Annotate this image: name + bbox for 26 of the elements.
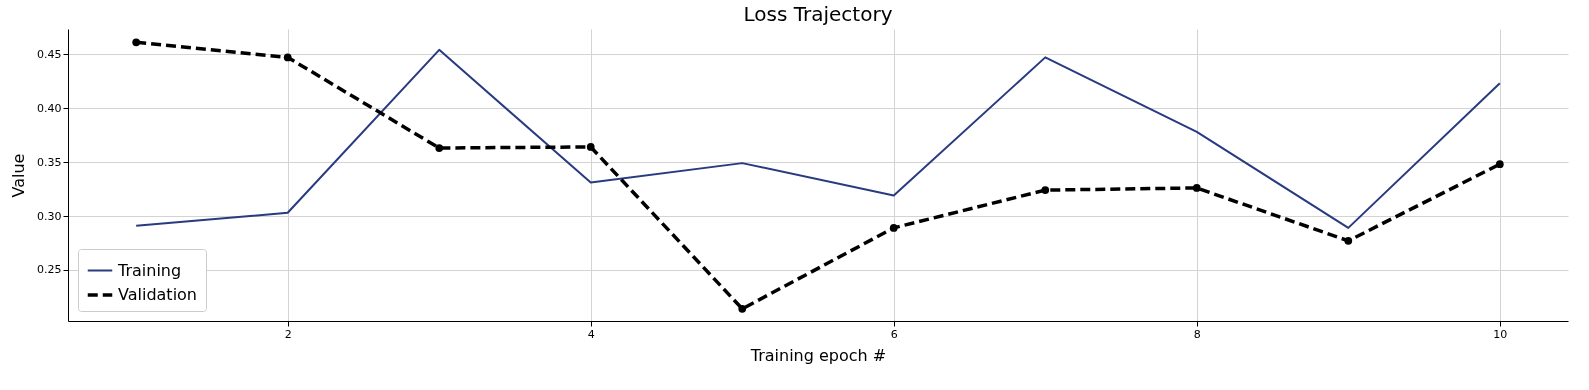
x-tick-label: 10: [1493, 327, 1508, 341]
point: [586, 143, 595, 151]
point: [738, 304, 747, 313]
y-axis-title: Value: [9, 153, 29, 198]
x-tick-label: 4: [587, 327, 595, 341]
line-series: [135, 48, 1501, 229]
x-axis-title: Training epoch #: [749, 345, 887, 365]
point: [132, 38, 141, 47]
point: [889, 224, 898, 232]
x-tick-label: 6: [890, 327, 898, 341]
legend-label: Training: [117, 260, 182, 280]
x-tick-label: 8: [1193, 327, 1201, 341]
y-tick-label: 0.25: [37, 263, 62, 277]
x-tick-label: 2: [284, 327, 292, 341]
point: [435, 144, 444, 152]
point: [1041, 186, 1050, 194]
point: [283, 53, 292, 62]
chart-title: Loss Trajectory: [743, 2, 893, 26]
y-tick-label: 0.30: [37, 209, 62, 223]
point: [1495, 160, 1504, 169]
point: [1344, 236, 1353, 245]
y-tick-label: 0.45: [37, 47, 62, 61]
legend-label: Validation: [118, 285, 198, 304]
y-tick-label: 0.40: [37, 101, 62, 115]
y-tick-label: 0.35: [37, 155, 62, 169]
point: [1192, 184, 1201, 192]
